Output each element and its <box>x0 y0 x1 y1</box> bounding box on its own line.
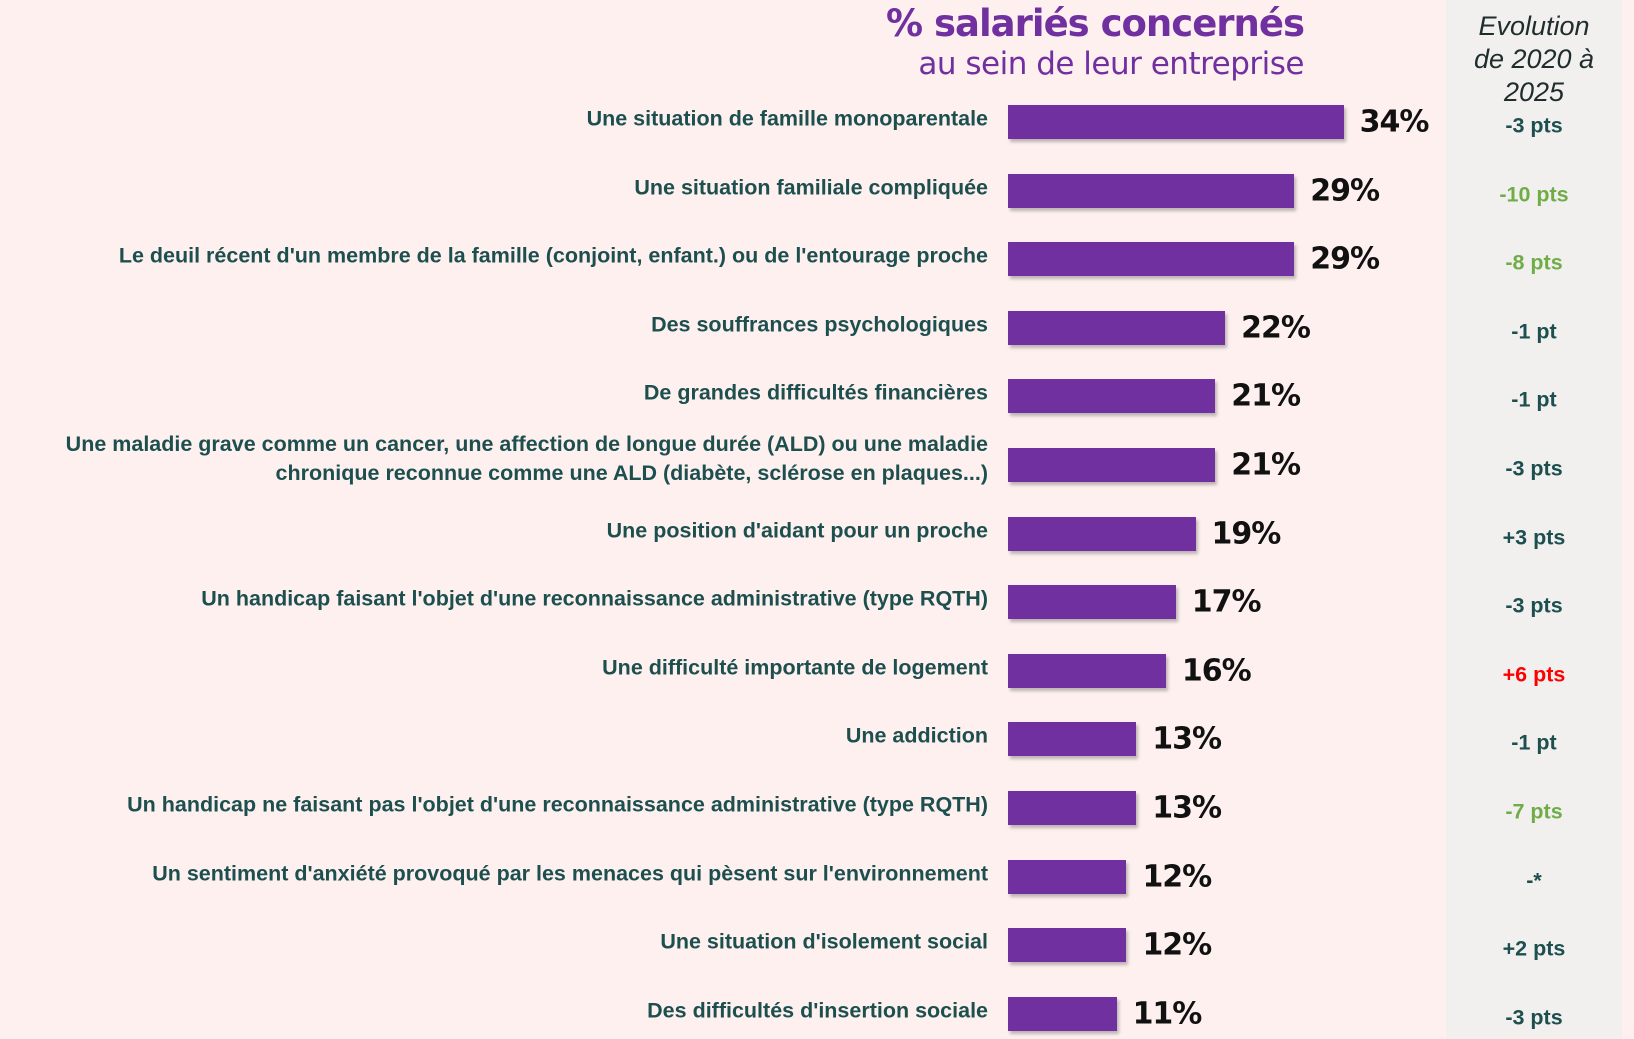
evolution-label: -7 pts <box>1505 799 1563 824</box>
evolution-label: -1 pt <box>1511 387 1557 412</box>
bar <box>1008 928 1127 963</box>
value-label: 11% <box>1132 996 1203 1032</box>
bar <box>1008 722 1137 757</box>
evolution-label: -3 pts <box>1505 113 1563 138</box>
bar <box>1008 448 1216 482</box>
category-label: Une situation d'isolement social <box>660 929 988 954</box>
value-label: 16% <box>1181 653 1252 689</box>
evolution-label: -1 pt <box>1511 319 1557 344</box>
category-label: Le deuil récent d'un membre de la famill… <box>118 243 988 268</box>
category-label: Une maladie grave comme un cancer, une a… <box>65 432 988 486</box>
evolution-label: -8 pts <box>1505 250 1563 275</box>
evolution-label: -3 pts <box>1505 1005 1563 1030</box>
value-label: 21% <box>1231 378 1301 414</box>
evolution-label: +6 pts <box>1502 662 1566 687</box>
bar <box>1008 996 1117 1031</box>
category-label: Une difficulté importante de logement <box>602 655 988 680</box>
bar <box>1008 859 1127 894</box>
bar <box>1008 105 1344 139</box>
evolution-label: -3 pts <box>1505 593 1563 618</box>
bar <box>1008 379 1216 414</box>
value-label: 12% <box>1142 859 1212 895</box>
bar <box>1008 585 1176 620</box>
bar <box>1008 791 1137 825</box>
category-label: Un handicap faisant l'objet d'une reconn… <box>201 586 988 611</box>
evolution-label: -3 pts <box>1505 456 1563 481</box>
category-label: De grandes difficultés financières <box>643 380 988 405</box>
value-label: 13% <box>1152 721 1222 757</box>
category-label: Des souffrances psychologiques <box>651 312 988 337</box>
value-label: 19% <box>1211 516 1282 552</box>
value-label: 13% <box>1152 790 1222 826</box>
category-label: Une situation familiale compliquée <box>634 175 988 200</box>
chart-title: % salariés concernés <box>886 2 1305 45</box>
category-label: Une position d'aidant pour un proche <box>606 518 988 543</box>
value-label: 12% <box>1142 927 1212 963</box>
evolution-label: -* <box>1526 868 1542 893</box>
evolution-column <box>1446 0 1622 1039</box>
chart-subtitle: au sein de leur entreprise <box>918 46 1304 82</box>
category-label: Un handicap ne faisant pas l'objet d'une… <box>127 792 988 817</box>
value-label: 21% <box>1231 447 1301 483</box>
evolution-label: +3 pts <box>1502 525 1566 550</box>
bar <box>1008 516 1196 551</box>
bar <box>1008 653 1166 688</box>
value-label: 22% <box>1241 310 1311 346</box>
evolution-label: -10 pts <box>1499 182 1569 207</box>
category-label: Des difficultés d'insertion sociale <box>647 998 988 1023</box>
category-label: Une addiction <box>845 723 988 748</box>
value-label: 29% <box>1310 241 1380 277</box>
value-label: 17% <box>1191 584 1262 620</box>
bar <box>1008 173 1295 208</box>
bar <box>1008 242 1295 277</box>
evolution-label: -1 pt <box>1511 730 1557 755</box>
category-label: Un sentiment d'anxiété provoqué par les … <box>152 861 988 886</box>
category-label: Une situation de famille monoparentale <box>586 106 988 131</box>
evolution-title: Evolution de 2020 à 2025 <box>1473 11 1595 107</box>
value-label: 34% <box>1359 104 1430 140</box>
bar <box>1008 310 1226 345</box>
evolution-label: +2 pts <box>1502 936 1566 961</box>
value-label: 29% <box>1310 173 1380 209</box>
